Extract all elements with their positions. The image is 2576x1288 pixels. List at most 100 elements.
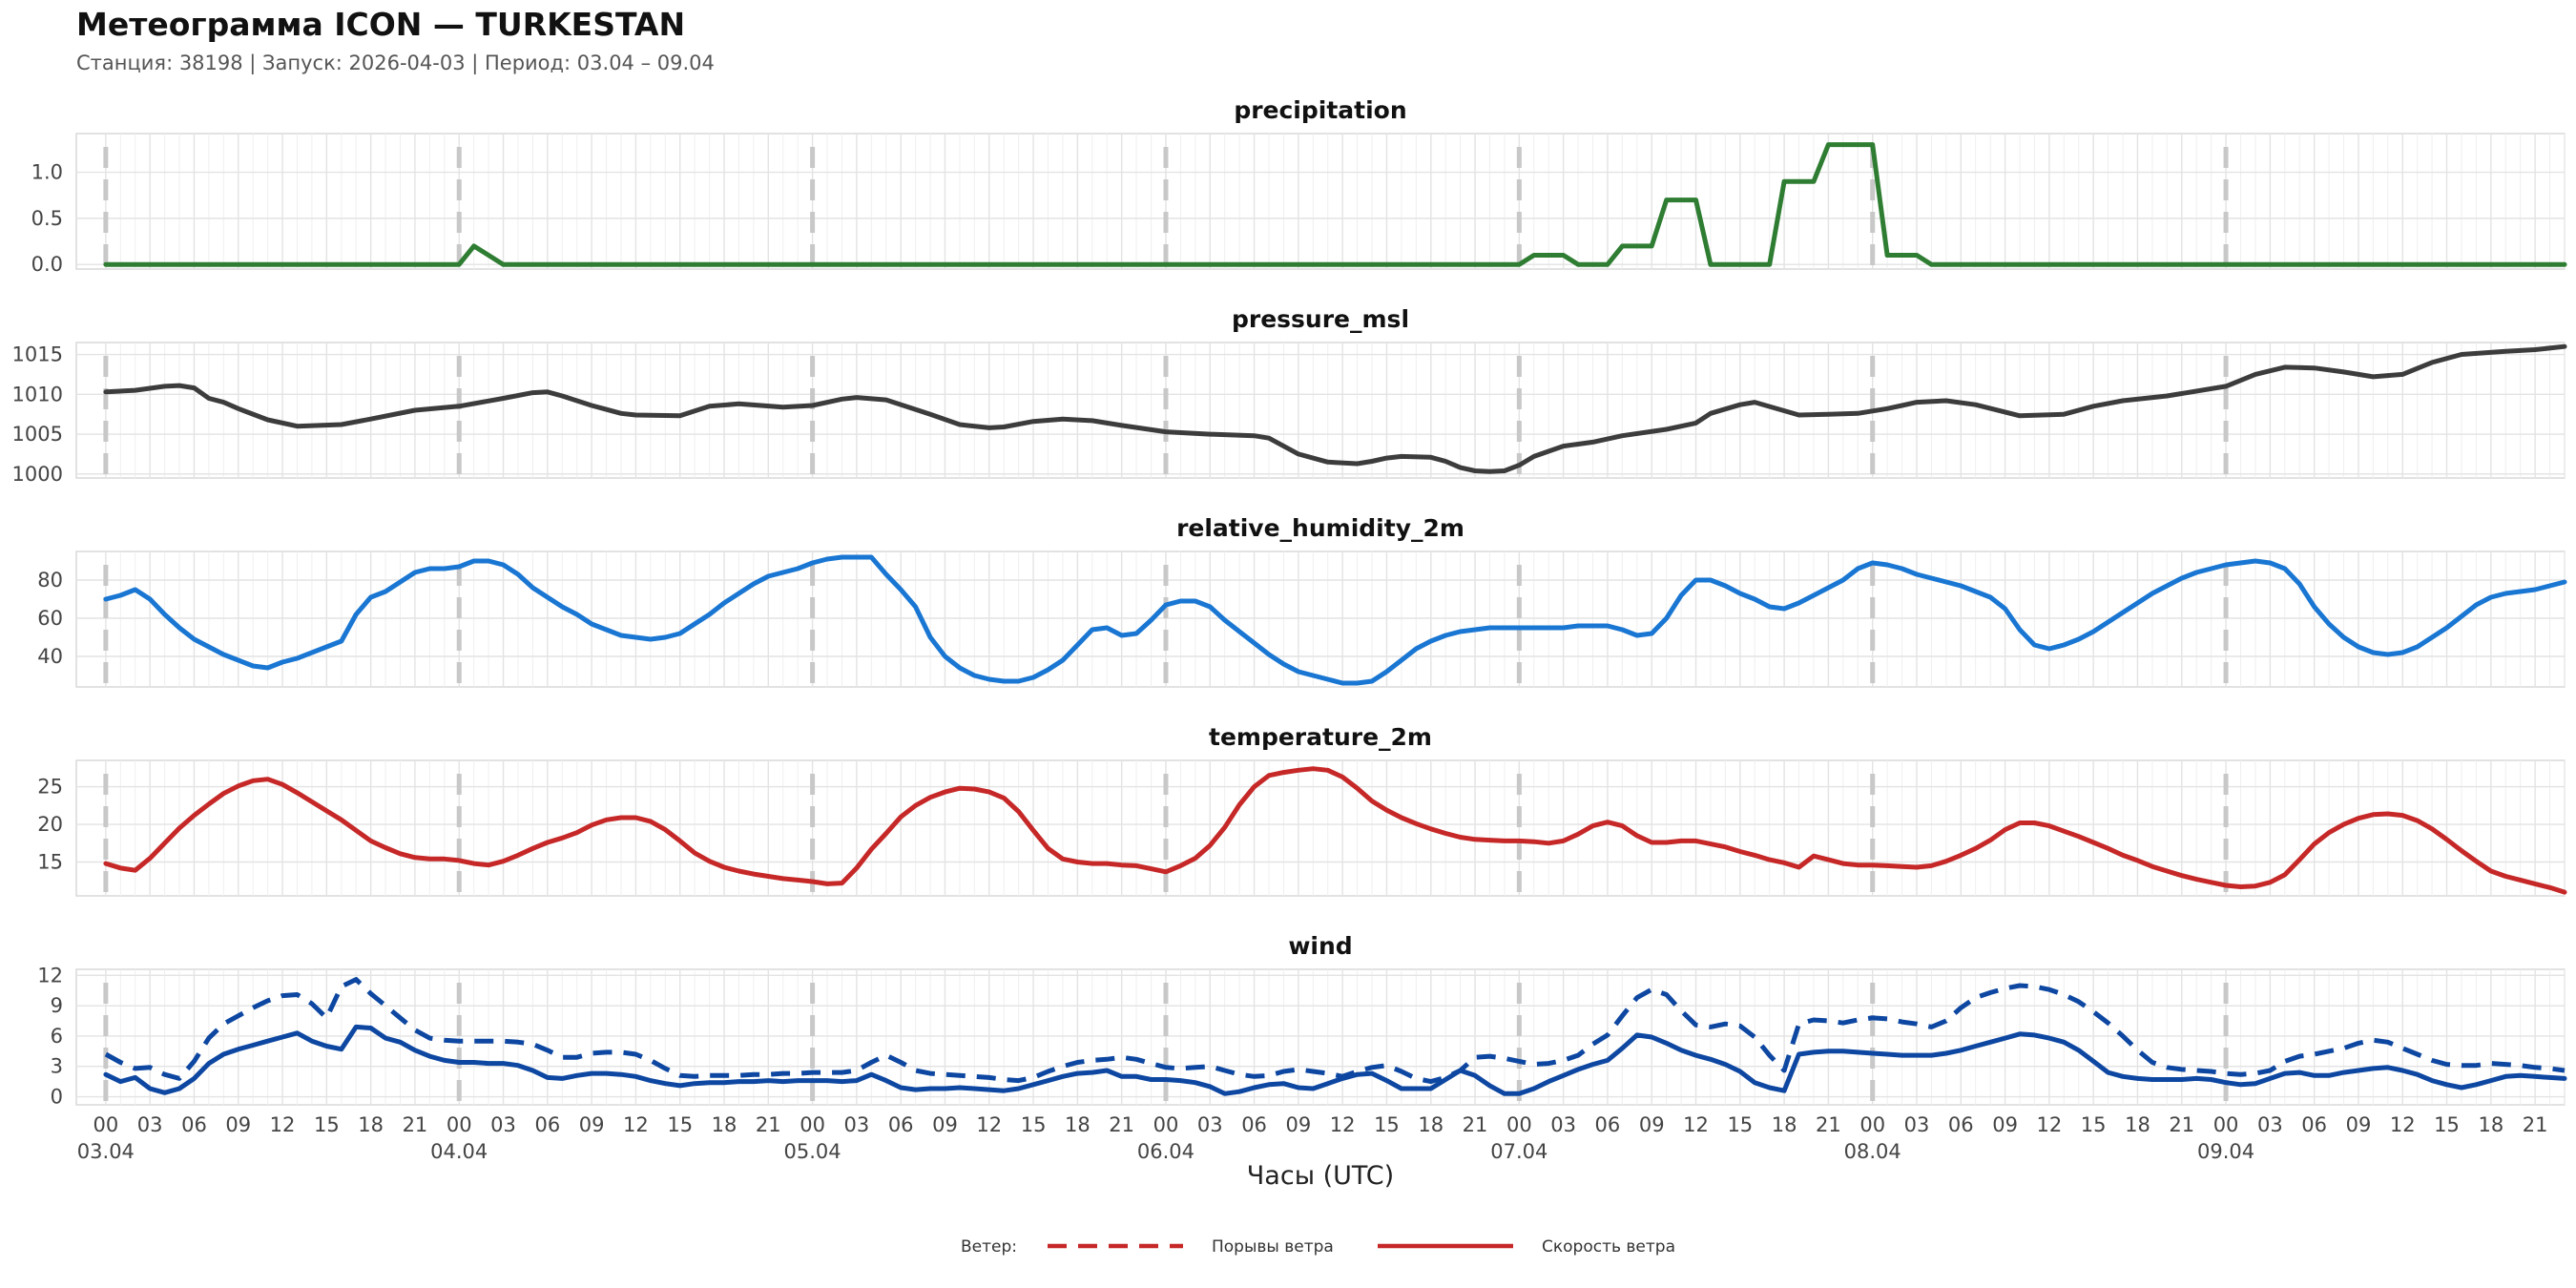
panel-frame (75, 342, 2566, 479)
y-tick-label: 1010 (12, 383, 63, 405)
x-tick-label: 03 (844, 1113, 870, 1136)
x-tick-label: 12 (2390, 1113, 2416, 1136)
panel-precipitation: 0.0 0.5 1.0 precipitation (31, 96, 2567, 276)
x-day-label: 04.04 (430, 1140, 488, 1163)
x-tick-label: 12 (1683, 1113, 1709, 1136)
x-tick-label: 21 (2523, 1113, 2548, 1136)
x-tick-label: 09 (2346, 1113, 2372, 1136)
x-tick-label: 12 (1330, 1113, 1356, 1136)
y-tick-label: 1000 (12, 463, 63, 486)
panel-title: precipitation (1234, 96, 1406, 124)
legend: Ветер: Порывы ветра Скорость ветра (961, 1237, 1675, 1257)
panel-title: pressure_msl (1232, 305, 1409, 333)
panel-title: wind (1288, 932, 1352, 960)
x-tick-label: 03 (1904, 1113, 1930, 1136)
x-tick-label: 03 (1550, 1113, 1576, 1136)
x-tick-label: 12 (976, 1113, 1002, 1136)
x-tick-label: 15 (314, 1113, 340, 1136)
x-tick-label: 09 (1639, 1113, 1665, 1136)
x-day-label: 07.04 (1490, 1140, 1548, 1163)
panel-frame (75, 133, 2566, 270)
x-tick-label: 00 (1506, 1113, 1532, 1136)
x-day-label: 03.04 (77, 1140, 135, 1163)
x-tick-label: 06 (1948, 1113, 1974, 1136)
x-tick-label: 15 (1727, 1113, 1753, 1136)
x-tick-label: 03 (2257, 1113, 2283, 1136)
x-tick-label: 00 (1153, 1113, 1179, 1136)
x-tick-label: 06 (2301, 1113, 2327, 1136)
legend-title: Ветер: (961, 1237, 1017, 1257)
x-tick-label: 09 (1992, 1113, 2018, 1136)
x-tick-label: 00 (93, 1113, 118, 1136)
x-tick-label: 18 (1065, 1113, 1091, 1136)
x-tick-label: 09 (932, 1113, 958, 1136)
x-tick-label: 18 (2125, 1113, 2150, 1136)
y-tick-label: 15 (37, 851, 63, 874)
x-tick-label: 00 (2213, 1113, 2239, 1136)
series-line-Порывы ветра (104, 977, 2566, 1085)
x-tick-label: 18 (358, 1113, 384, 1136)
series-line-Скорость ветра (103, 1024, 2567, 1096)
x-day-label: 05.04 (784, 1140, 841, 1163)
panel-frame (75, 551, 2566, 688)
legend-label-speed: Скорость ветра (1542, 1237, 1675, 1257)
x-tick-label: 21 (1109, 1113, 1134, 1136)
x-tick-label: 21 (1463, 1113, 1488, 1136)
x-day-label: 09.04 (2197, 1140, 2254, 1163)
x-tick-label: 12 (623, 1113, 649, 1136)
x-tick-label: 21 (2169, 1113, 2194, 1136)
y-tick-label: 60 (37, 607, 63, 630)
x-tick-label: 15 (667, 1113, 693, 1136)
x-tick-label: 06 (1595, 1113, 1621, 1136)
page-subtitle: Станция: 38198 | Запуск: 2026-04-03 | Пе… (76, 52, 715, 74)
y-tick-label: 0.0 (31, 253, 63, 276)
panel-pressure_msl: 1000 1005 1010 1015 pressure_msl (12, 305, 2567, 486)
x-tick-label: 15 (2434, 1113, 2460, 1136)
panel-temperature_2m: 15 20 25 temperature_2m (37, 723, 2567, 897)
x-tick-label: 09 (1285, 1113, 1311, 1136)
panel-frame (75, 968, 2566, 1106)
x-tick-label: 12 (270, 1113, 296, 1136)
y-tick-label: 0 (51, 1086, 63, 1109)
x-tick-label: 15 (2081, 1113, 2107, 1136)
x-day-label: 08.04 (1844, 1140, 1901, 1163)
series-line-pressure_msl (103, 343, 2567, 474)
page-title: Метеограмма ICON — TURKESTAN (76, 6, 686, 43)
x-day-label: 06.04 (1137, 1140, 1195, 1163)
x-tick-label: 00 (1859, 1113, 1885, 1136)
x-tick-label: 06 (534, 1113, 560, 1136)
y-tick-label: 6 (51, 1025, 63, 1048)
x-tick-label: 03 (137, 1113, 163, 1136)
series-line-relative_humidity_2m (103, 554, 2567, 686)
x-axis: 00 03 06 09 12 15 18 21 00 03 06 09 12 15 18 21 00 03 06 09… (77, 1113, 2548, 1191)
legend-label-gusts: Порывы ветра (1212, 1237, 1334, 1257)
x-axis-label: Часы (UTC) (1247, 1161, 1394, 1191)
y-tick-label: 25 (37, 776, 63, 799)
y-tick-label: 80 (37, 569, 63, 592)
panel-wind: 0 3 6 9 12 wind (37, 932, 2567, 1109)
panel-title: temperature_2m (1209, 723, 1432, 751)
y-tick-label: 12 (37, 964, 63, 987)
x-tick-label: 03 (490, 1113, 516, 1136)
series-line-temperature_2m (103, 766, 2567, 895)
x-tick-label: 21 (756, 1113, 781, 1136)
x-tick-label: 00 (800, 1113, 825, 1136)
panel-frame (75, 759, 2566, 897)
x-tick-label: 06 (1241, 1113, 1267, 1136)
x-tick-label: 09 (225, 1113, 251, 1136)
y-tick-label: 1.0 (31, 161, 63, 184)
y-tick-label: 1015 (12, 343, 63, 366)
y-tick-label: 1005 (12, 423, 63, 446)
x-tick-label: 18 (712, 1113, 737, 1136)
y-tick-label: 3 (51, 1055, 63, 1078)
series-line-precipitation (103, 142, 2567, 267)
x-tick-label: 12 (2037, 1113, 2063, 1136)
y-tick-label: 9 (51, 994, 63, 1017)
x-tick-label: 18 (1772, 1113, 1797, 1136)
x-tick-label: 21 (1816, 1113, 1841, 1136)
x-tick-label: 06 (888, 1113, 914, 1136)
x-tick-label: 06 (181, 1113, 207, 1136)
panel-relative_humidity_2m: 40 60 80 relative_humidity_2m (37, 514, 2567, 688)
x-tick-label: 15 (1021, 1113, 1047, 1136)
